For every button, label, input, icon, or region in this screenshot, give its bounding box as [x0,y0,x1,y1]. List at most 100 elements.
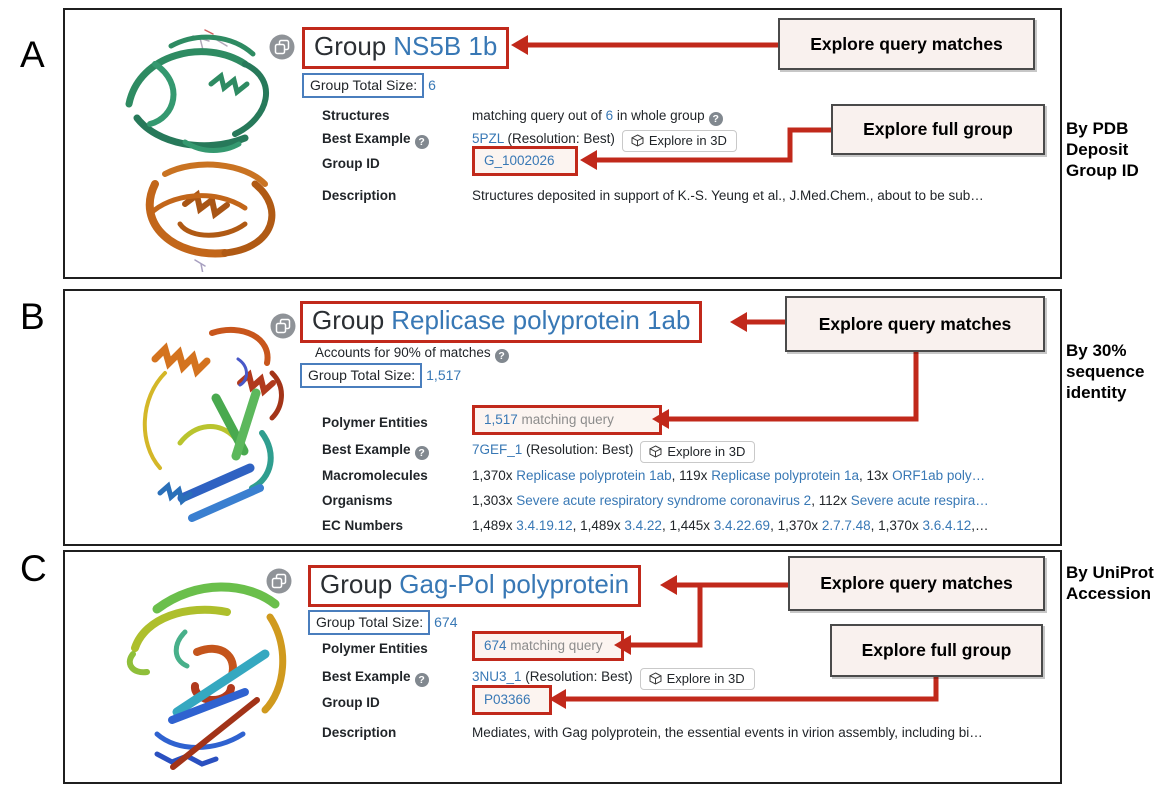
explore-in-3d-button[interactable]: Explore in 3D [640,441,756,463]
accounts-for-matches: Accounts for 90% of matches? [315,345,509,363]
side-label-line: By UniProt [1066,563,1154,582]
group-title-prefix: Group [314,31,387,61]
link-text[interactable]: Replicase polyprotein 1a [711,468,860,483]
link-text[interactable]: 6 [605,108,614,123]
row-label: Group ID [322,156,380,171]
group-total-size: Group Total Size: 6 [302,73,436,98]
group-id-link[interactable]: P03366 [472,685,552,715]
group-title-link[interactable]: NS5B 1b [393,31,498,61]
row-value: P03366 [472,685,1052,715]
row-value: Structures deposited in support of K.-S.… [472,187,1052,205]
link-text[interactable]: Replicase polyprotein 1ab [516,468,672,483]
text-segment: (Resolution: Best) [503,131,615,146]
text-segment: , 112x [811,493,851,508]
annotation-explore-full-group: Explore full group [830,624,1043,677]
row-value: matching query out of 6 in whole group? [472,107,1052,126]
row-description: Description Structures deposited in supp… [322,187,1052,205]
help-icon[interactable]: ? [708,112,723,126]
group-total-size-value: 1,517 [426,367,462,383]
row-label: Structures [322,108,390,123]
matching-query-link[interactable]: 674 matching query [472,631,624,661]
group-id-link[interactable]: G_1002026 [472,146,578,176]
group-total-size-value: 674 [434,614,458,630]
row-value: Mediates, with Gag polyprotein, the esse… [472,724,1052,742]
text-segment: (Resolution: Best) [522,442,634,457]
link-text[interactable]: 5PZL [472,131,504,146]
link-text[interactable]: 3.4.19.12 [516,518,573,533]
link-text[interactable]: G_1002026 [484,153,555,168]
side-label-30pct-sequence-identity: By 30% sequence identity [1066,340,1168,403]
link-text[interactable]: Severe acute respiratory syndrome corona… [516,493,812,508]
row-label: Macromolecules [322,468,428,483]
annotation-explore-query-matches: Explore query matches [778,18,1035,70]
row-label: Polymer Entities [322,641,428,656]
help-icon[interactable]: ? [414,446,429,460]
link-text[interactable]: 3.6.4.12 [922,518,972,533]
row-value: 1,489x 3.4.19.12, 1,489x 3.4.22, 1,445x … [472,517,1052,535]
text-segment: , 1,489x [572,518,625,533]
group-title-link[interactable]: Gag-Pol polyprotein [399,569,630,599]
help-icon[interactable]: ? [414,135,429,149]
row-best-example: Best Example? 7GEF_1 (Resolution: Best) E… [322,441,1052,463]
row-macromolecules: Macromolecules 1,370x Replicase polyprot… [322,467,1052,485]
group-total-size-label: Group Total Size: [302,73,425,98]
text-segment: , 1,370x [870,518,923,533]
row-structures: Structures matching query out of 6 in wh… [322,107,1052,126]
row-polymer-entities: Polymer Entities 1,517 matching query [322,405,1052,435]
row-label: Polymer Entities [322,415,428,430]
copy-group-icon[interactable] [270,313,296,339]
panel-letter-c: C [20,548,47,589]
row-label: Organisms [322,493,393,508]
link-text[interactable]: Severe acute respira… [850,493,989,508]
row-value: 7GEF_1 (Resolution: Best) Explore in 3D [472,441,1052,463]
text-segment: 1,489x [472,518,517,533]
link-text[interactable]: 3.4.22 [624,518,662,533]
protein-thumbnail-ns5b [125,29,276,272]
link-text[interactable]: 2.7.7.48 [821,518,871,533]
text-segment: , 1,445x [661,518,714,533]
link-text[interactable]: P03366 [484,692,531,707]
copy-group-icon[interactable] [269,34,295,60]
text-segment: 1,370x [472,468,517,483]
side-label-line: Group ID [1066,161,1139,180]
side-label-line: By PDB [1066,119,1129,138]
side-label-line: By 30% [1066,341,1127,360]
group-title-link[interactable]: Replicase polyprotein 1ab [391,305,691,335]
row-value: G_1002026 [472,146,1052,176]
side-label-line: identity [1066,383,1127,402]
row-label: Description [322,188,397,203]
matching-query-link[interactable]: 1,517 matching query [472,405,662,435]
group-total-size-value: 6 [428,77,436,93]
row-description: Description Mediates, with Gag polyprote… [322,724,1052,742]
link-text[interactable]: ORF1ab poly… [892,468,986,483]
text-segment: ,… [971,518,989,533]
text-segment: (Resolution: Best) [521,669,633,684]
row-label: EC Numbers [322,518,404,533]
text-segment: Structures deposited in support of K.-S.… [472,188,984,203]
link-text[interactable]: 3NU3_1 [472,669,522,684]
group-title: Group NS5B 1b [302,27,510,69]
text-segment: matching query [506,638,603,653]
row-value: 1,370x Replicase polyprotein 1ab, 119x R… [472,467,1052,485]
help-icon[interactable]: ? [414,673,429,687]
link-text[interactable]: 1,517 [484,412,518,427]
link-text[interactable]: 674 [484,638,507,653]
row-value: 1,303x Severe acute respiratory syndrome… [472,492,1052,510]
text-segment: in whole group [613,108,705,123]
group-total-size: Group Total Size: 674 [308,610,458,635]
help-icon[interactable]: ? [494,349,509,363]
text-segment: matching query out of [472,108,606,123]
link-text[interactable]: 7GEF_1 [472,442,523,457]
cube-icon [649,445,662,458]
cube-icon [649,672,662,685]
copy-group-icon[interactable] [266,568,292,594]
group-title-prefix: Group [312,305,385,335]
row-label: Description [322,725,397,740]
protein-thumbnail-replicase [142,326,284,522]
row-organisms: Organisms 1,303x Severe acute respirator… [322,492,1052,510]
link-text[interactable]: 3.4.22.69 [713,518,771,533]
text-segment: 1,303x [472,493,517,508]
row-value: 1,517 matching query [472,405,1052,435]
panel-letter-a: A [20,34,45,75]
text-segment: matching query [517,412,614,427]
